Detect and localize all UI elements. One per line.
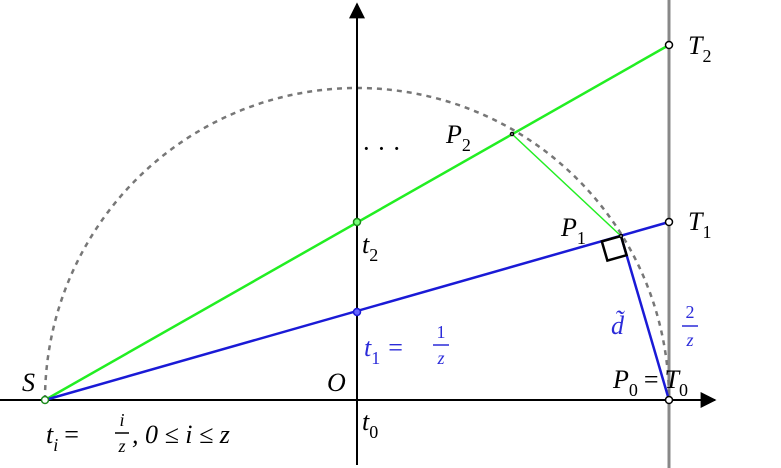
- point: [352, 217, 362, 227]
- label-part: 2: [702, 46, 711, 66]
- label-p0-t0: P0 = T0: [612, 365, 688, 400]
- label-t-1: t1 =: [364, 333, 403, 368]
- point: [664, 40, 674, 50]
- label-part: 1: [371, 348, 380, 368]
- label-part: =: [644, 365, 659, 394]
- label-t-i: ti =: [46, 420, 79, 455]
- semicircle: [43, 86, 671, 401]
- label-part: P: [560, 213, 577, 242]
- label-t-2: t2: [362, 230, 378, 265]
- fraction-den: z: [685, 330, 693, 350]
- fraction-num: 2: [686, 302, 695, 322]
- label-ellipsis: · · ·: [362, 134, 401, 163]
- label-o: O: [327, 368, 346, 397]
- label-s: S: [22, 368, 35, 397]
- label-part: i: [53, 435, 58, 455]
- label-part: t: [364, 333, 372, 362]
- label-part: T: [688, 31, 704, 60]
- point: [40, 395, 50, 405]
- label-part: 1: [577, 228, 586, 248]
- points: [40, 40, 674, 405]
- point: [618, 233, 624, 239]
- label-range: , 0 ≤ i ≤ z: [132, 420, 230, 449]
- label-part: t: [362, 230, 370, 259]
- fraction-den: z: [436, 348, 444, 368]
- point: [664, 395, 674, 405]
- point: [509, 131, 515, 137]
- green-chord: [511, 133, 622, 237]
- label-part: t: [46, 420, 54, 449]
- label-part: =: [388, 333, 403, 362]
- label-t2: T2: [688, 31, 711, 66]
- label-part: 0: [679, 380, 688, 400]
- label-part: 1: [702, 222, 711, 242]
- label-part: 2: [369, 245, 378, 265]
- label-part: P: [612, 365, 629, 394]
- label-part: T: [665, 365, 681, 394]
- right-angle: [600, 234, 629, 263]
- label-part: =: [64, 420, 79, 449]
- label-t-0: t0: [362, 407, 378, 442]
- fraction-den: z: [117, 436, 125, 456]
- fraction-num: i: [119, 410, 124, 430]
- label-part: 0: [369, 422, 378, 442]
- fraction-num: 1: [437, 322, 446, 342]
- label-p2: P2: [445, 120, 471, 155]
- label-p1: P1: [560, 213, 586, 248]
- label-part: T: [688, 207, 704, 236]
- label-part: P: [445, 120, 462, 149]
- blue-segment: [619, 235, 671, 401]
- label-t1: T1: [688, 207, 711, 242]
- label-part: t: [362, 407, 370, 436]
- label-part: 0: [629, 380, 638, 400]
- point: [664, 217, 674, 227]
- label-d-tilde: d̃: [611, 311, 626, 340]
- label-part: 2: [462, 135, 471, 155]
- point: [352, 307, 362, 317]
